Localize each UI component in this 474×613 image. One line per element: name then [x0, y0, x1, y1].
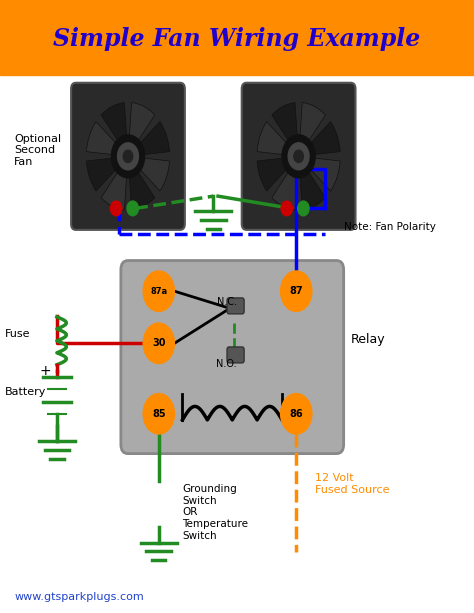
Wedge shape	[86, 121, 128, 156]
Text: +: +	[39, 364, 51, 378]
Text: 86: 86	[290, 409, 303, 419]
Text: N.O.: N.O.	[216, 359, 237, 369]
Text: Optional
Second
Fan: Optional Second Fan	[14, 134, 61, 167]
Wedge shape	[86, 156, 128, 191]
Text: Battery: Battery	[5, 387, 46, 397]
Text: Simple Fan Wiring Example: Simple Fan Wiring Example	[54, 26, 420, 51]
Text: Grounding
Switch
OR
Temperature
Switch: Grounding Switch OR Temperature Switch	[182, 484, 248, 541]
Text: www.gtsparkplugs.com: www.gtsparkplugs.com	[14, 592, 144, 602]
Wedge shape	[101, 156, 128, 210]
Wedge shape	[257, 121, 299, 156]
Circle shape	[143, 394, 174, 434]
Wedge shape	[257, 156, 299, 191]
FancyBboxPatch shape	[242, 83, 356, 230]
Circle shape	[143, 323, 174, 364]
Wedge shape	[128, 156, 170, 191]
Text: N.C.: N.C.	[217, 297, 237, 306]
Circle shape	[110, 201, 122, 216]
Wedge shape	[128, 156, 155, 210]
Text: 87a: 87a	[150, 287, 167, 295]
Text: Note: Fan Polarity: Note: Fan Polarity	[344, 222, 436, 232]
Circle shape	[294, 150, 303, 162]
FancyBboxPatch shape	[71, 83, 185, 230]
Circle shape	[281, 271, 312, 311]
Circle shape	[118, 143, 138, 170]
Wedge shape	[128, 121, 170, 156]
Text: 30: 30	[152, 338, 165, 348]
Wedge shape	[299, 156, 340, 191]
FancyBboxPatch shape	[121, 261, 344, 454]
Text: Relay: Relay	[351, 333, 385, 346]
FancyBboxPatch shape	[0, 0, 474, 75]
FancyBboxPatch shape	[227, 347, 244, 363]
Wedge shape	[299, 102, 326, 156]
Circle shape	[282, 135, 315, 178]
FancyBboxPatch shape	[227, 298, 244, 314]
Text: 85: 85	[152, 409, 165, 419]
Circle shape	[298, 201, 309, 216]
Wedge shape	[272, 156, 299, 210]
Circle shape	[281, 394, 312, 434]
Wedge shape	[101, 102, 128, 156]
Circle shape	[111, 135, 145, 178]
Circle shape	[123, 150, 133, 162]
Text: 12 Volt
Fused Source: 12 Volt Fused Source	[315, 473, 390, 495]
Circle shape	[288, 143, 309, 170]
Text: Fuse: Fuse	[5, 329, 30, 339]
Wedge shape	[128, 102, 155, 156]
Circle shape	[281, 201, 292, 216]
Text: 87: 87	[290, 286, 303, 296]
Circle shape	[143, 271, 174, 311]
Wedge shape	[272, 102, 299, 156]
Circle shape	[127, 201, 138, 216]
Wedge shape	[299, 156, 326, 210]
Wedge shape	[299, 121, 340, 156]
